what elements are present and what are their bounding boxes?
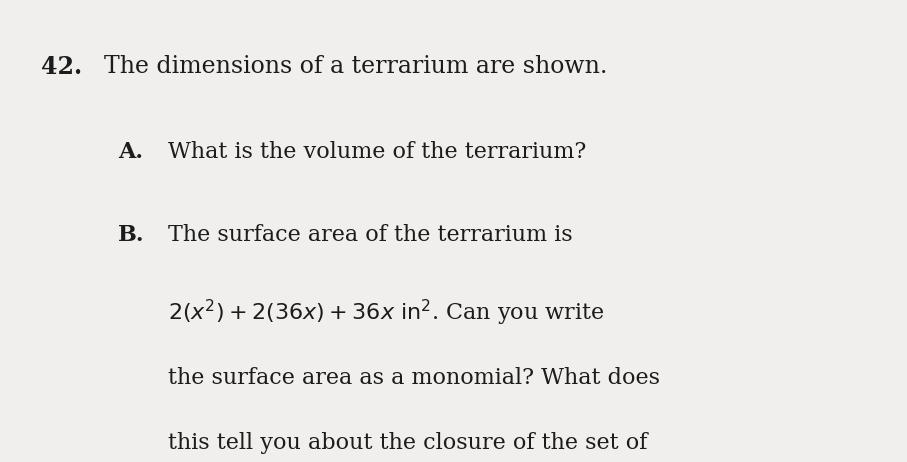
- Text: the surface area as a monomial? What does: the surface area as a monomial? What doe…: [168, 367, 659, 389]
- Text: B.: B.: [118, 224, 144, 246]
- Text: The surface area of the terrarium is: The surface area of the terrarium is: [168, 224, 572, 246]
- Text: The dimensions of a terrarium are shown.: The dimensions of a terrarium are shown.: [104, 55, 608, 79]
- Text: 42.: 42.: [41, 55, 82, 79]
- Text: this tell you about the closure of the set of: this tell you about the closure of the s…: [168, 432, 648, 454]
- Text: $2(x^2) + 2(36x) + 36x\ \mathrm{in}^2$. Can you write: $2(x^2) + 2(36x) + 36x\ \mathrm{in}^2$. …: [168, 298, 604, 328]
- Text: A.: A.: [118, 141, 143, 163]
- Text: What is the volume of the terrarium?: What is the volume of the terrarium?: [168, 141, 586, 163]
